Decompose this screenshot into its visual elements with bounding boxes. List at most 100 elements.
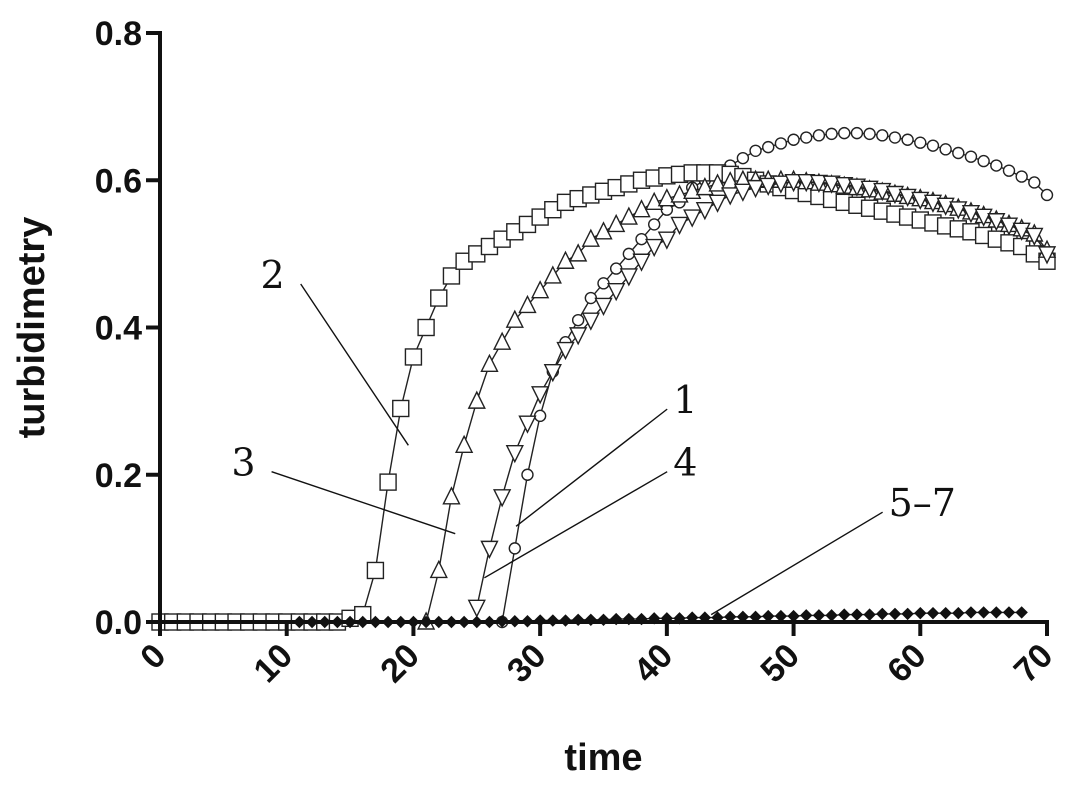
series-line-4 [477,182,1047,608]
data-point [418,320,434,336]
data-point [649,219,660,230]
data-point [801,132,812,143]
data-point [915,137,926,148]
data-point [494,333,510,349]
data-point [1042,189,1053,200]
data-point [469,392,485,408]
data-point [443,268,459,284]
data-point [431,290,447,306]
data-point [991,607,1002,618]
data-point [902,134,913,145]
annotation-leader-1 [516,409,667,526]
data-point [839,609,850,620]
data-point [889,132,900,143]
annotation-label-4: 4 [673,441,697,485]
series-layer [152,128,1055,630]
data-point [1016,171,1027,182]
x-tick-label: 10 [247,637,301,691]
series-line-3 [426,180,1047,622]
annotation-label-1: 1 [673,378,697,422]
series-5-7 [294,607,1027,628]
x-tick-label: 50 [753,637,807,691]
data-point [813,130,824,141]
series-4 [469,175,1055,617]
annotation-label-3: 3 [231,441,255,485]
x-tick-label: 30 [500,637,554,691]
data-point [380,474,396,490]
annotation-leader-5-7 [711,512,882,614]
data-point [801,610,812,621]
data-point [1016,607,1027,618]
y-tick-label: 0.6 [95,162,142,200]
data-point [1003,165,1014,176]
data-point [788,134,799,145]
data-point [763,142,774,153]
data-point [775,138,786,149]
annotation-leader-4 [484,472,667,578]
data-point [481,355,497,371]
y-tick-label: 0.8 [95,15,142,53]
data-point [509,543,520,554]
annotation-label-5-7: 5–7 [889,481,956,525]
data-point [965,151,976,162]
data-point [953,608,964,619]
chart: 23145–7 0.00.20.40.60.8010203040506070ti… [0,0,1074,786]
chart-canvas: 23145–7 0.00.20.40.60.8010203040506070ti… [0,0,1074,786]
y-tick-label: 0.0 [95,604,142,642]
x-axis-title: time [564,737,642,779]
data-point [775,611,786,622]
data-point [915,608,926,619]
data-point [813,610,824,621]
data-point [507,446,523,462]
axes-layer: 0.00.20.40.60.8010203040506070timeturbid… [11,15,1060,779]
data-point [405,349,421,365]
annotation-leader-3 [272,472,456,534]
data-point [864,128,875,139]
data-point [953,148,964,159]
annotation-layer: 2 3 1 4 5–7 [231,253,956,615]
data-point [902,608,913,619]
data-point [877,130,888,141]
x-tick-label: 40 [627,637,681,691]
data-point [1029,177,1040,188]
data-point [522,469,533,480]
x-tick-label: 0 [133,637,173,677]
data-point [889,608,900,619]
data-point [851,128,862,139]
data-point [826,610,837,621]
data-point [367,562,383,578]
data-point [763,611,774,622]
data-point [750,145,761,156]
x-tick-label: 70 [1007,637,1061,691]
y-tick-label: 0.4 [95,310,142,348]
data-point [978,156,989,167]
data-point [877,608,888,619]
data-point [864,609,875,620]
data-point [443,488,459,504]
data-point [481,541,497,557]
data-point [456,436,472,452]
data-point [978,607,989,618]
data-point [469,600,485,616]
data-point [519,416,535,432]
annotation-label-2: 2 [261,253,285,297]
data-point [991,160,1002,171]
data-point [940,608,951,619]
data-point [737,153,748,164]
data-point [940,144,951,155]
data-point [965,607,976,618]
data-point [1003,607,1014,618]
data-point [788,611,799,622]
data-point [494,490,510,506]
data-point [573,315,584,326]
y-tick-label: 0.2 [95,457,142,495]
y-axis-title: turbidimetry [11,217,53,439]
series-line-2 [160,173,1047,622]
data-point [826,128,837,139]
data-point [839,128,850,139]
x-tick-label: 20 [373,637,427,691]
data-point [851,609,862,620]
data-point [431,561,447,577]
annotation-leader-2 [301,284,409,445]
data-point [927,608,938,619]
